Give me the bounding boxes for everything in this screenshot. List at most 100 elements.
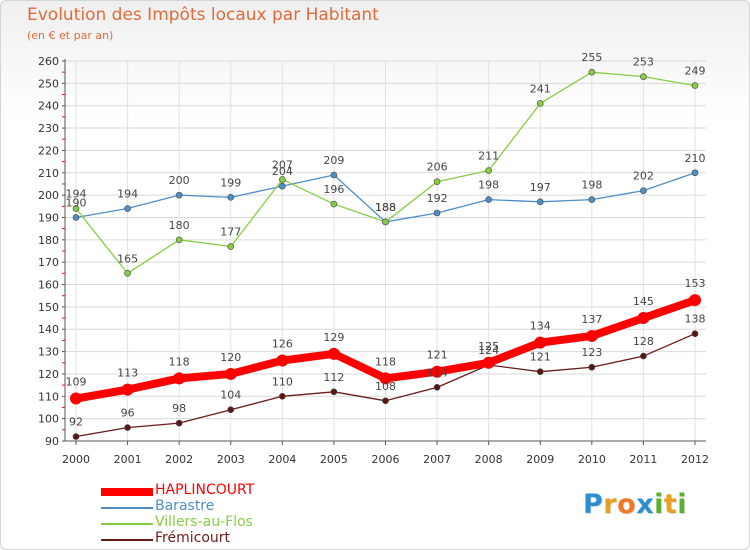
data-point bbox=[72, 214, 80, 221]
legend-swatch bbox=[101, 523, 153, 525]
data-point bbox=[536, 368, 544, 376]
logo-letter: r bbox=[603, 489, 618, 520]
data-point bbox=[588, 68, 596, 76]
data-label: 109 bbox=[66, 376, 87, 389]
data-label: 253 bbox=[633, 56, 654, 69]
data-point bbox=[227, 406, 235, 414]
x-tick-label: 2009 bbox=[526, 453, 554, 466]
data-label: 112 bbox=[323, 371, 344, 384]
x-tick-label: 2010 bbox=[578, 453, 606, 466]
data-point bbox=[227, 243, 235, 250]
data-label: 202 bbox=[633, 170, 654, 183]
data-label: 204 bbox=[272, 165, 293, 178]
data-point bbox=[279, 392, 286, 400]
data-label: 125 bbox=[478, 340, 499, 353]
data-label: 138 bbox=[685, 313, 706, 326]
logo-letter: o bbox=[617, 489, 637, 520]
data-point bbox=[640, 187, 647, 194]
data-point bbox=[279, 182, 286, 190]
data-point bbox=[485, 167, 492, 174]
data-label: 241 bbox=[530, 82, 551, 95]
data-label: 137 bbox=[581, 313, 602, 326]
y-tick-label: 240 bbox=[38, 100, 59, 113]
x-tick-label: 2005 bbox=[320, 453, 348, 466]
y-tick-label: 180 bbox=[38, 234, 59, 247]
data-point bbox=[124, 424, 131, 431]
data-point bbox=[433, 384, 441, 391]
data-label: 198 bbox=[478, 179, 499, 192]
data-point bbox=[689, 294, 701, 307]
y-tick-label: 120 bbox=[38, 368, 59, 381]
data-label: 209 bbox=[323, 154, 344, 167]
data-point bbox=[124, 270, 131, 277]
data-label: 153 bbox=[685, 277, 706, 290]
data-label: 211 bbox=[478, 150, 499, 163]
data-label: 194 bbox=[117, 188, 138, 201]
x-tick-label: 2006 bbox=[372, 453, 400, 466]
data-label: 190 bbox=[66, 196, 87, 209]
data-point bbox=[70, 392, 82, 405]
data-point bbox=[72, 205, 80, 212]
data-label: 249 bbox=[685, 65, 706, 78]
data-point bbox=[433, 209, 441, 217]
logo-letter: t bbox=[663, 489, 678, 520]
legend-swatch bbox=[101, 488, 153, 496]
chart-subtitle: (en € et par an) bbox=[27, 29, 114, 42]
data-point bbox=[279, 176, 286, 183]
data-label: 98 bbox=[172, 402, 186, 415]
chart-title: Evolution des Impôts locaux par Habitant bbox=[27, 5, 379, 25]
y-tick-label: 150 bbox=[38, 301, 59, 314]
y-tick-label: 170 bbox=[38, 256, 59, 269]
legend-swatch bbox=[101, 507, 153, 509]
data-point bbox=[175, 236, 183, 244]
data-label: 188 bbox=[375, 201, 396, 214]
data-point bbox=[534, 336, 547, 349]
x-tick-label: 2011 bbox=[629, 453, 657, 466]
y-tick-label: 110 bbox=[38, 390, 59, 403]
data-label: 194 bbox=[66, 188, 87, 201]
logo-letter: x bbox=[636, 489, 655, 520]
data-point bbox=[327, 347, 340, 360]
data-label: 108 bbox=[375, 380, 396, 393]
data-label: 120 bbox=[220, 351, 241, 364]
data-label: 206 bbox=[427, 161, 448, 174]
data-label: 177 bbox=[220, 226, 241, 239]
data-point bbox=[536, 100, 544, 107]
y-tick-label: 220 bbox=[38, 144, 59, 157]
y-tick-label: 90 bbox=[45, 435, 59, 448]
data-label: 207 bbox=[272, 158, 293, 171]
data-label: 255 bbox=[581, 51, 602, 64]
data-point bbox=[691, 169, 699, 177]
data-label: 121 bbox=[427, 349, 448, 362]
x-tick-label: 2003 bbox=[217, 453, 245, 466]
y-tick-label: 140 bbox=[38, 323, 59, 336]
data-label: 200 bbox=[169, 174, 190, 187]
data-point bbox=[175, 419, 183, 427]
logo-letter: i bbox=[654, 489, 664, 520]
data-point bbox=[124, 205, 131, 212]
data-label: 128 bbox=[633, 335, 654, 348]
x-tick-label: 2012 bbox=[681, 453, 709, 466]
data-label: 192 bbox=[427, 192, 448, 205]
data-point bbox=[482, 356, 495, 369]
y-tick-label: 130 bbox=[38, 346, 59, 359]
x-tick-label: 2008 bbox=[475, 453, 503, 466]
legend-label: HAPLINCOURT bbox=[155, 482, 255, 498]
data-label: 113 bbox=[117, 367, 138, 380]
y-tick-label: 160 bbox=[38, 279, 59, 292]
data-label: 188 bbox=[375, 201, 396, 214]
data-label: 197 bbox=[530, 181, 551, 194]
x-tick-label: 2002 bbox=[165, 453, 193, 466]
data-label: 96 bbox=[121, 407, 135, 420]
data-label: 198 bbox=[581, 179, 602, 192]
y-tick-label: 230 bbox=[38, 122, 59, 135]
data-point bbox=[379, 372, 392, 385]
data-point bbox=[640, 73, 647, 80]
data-label: 145 bbox=[633, 295, 654, 308]
legend-swatch bbox=[101, 539, 153, 541]
legend-label: Frémicourt bbox=[155, 530, 231, 546]
data-point bbox=[224, 367, 237, 380]
y-tick-label: 210 bbox=[38, 167, 59, 180]
data-label: 196 bbox=[323, 183, 344, 196]
